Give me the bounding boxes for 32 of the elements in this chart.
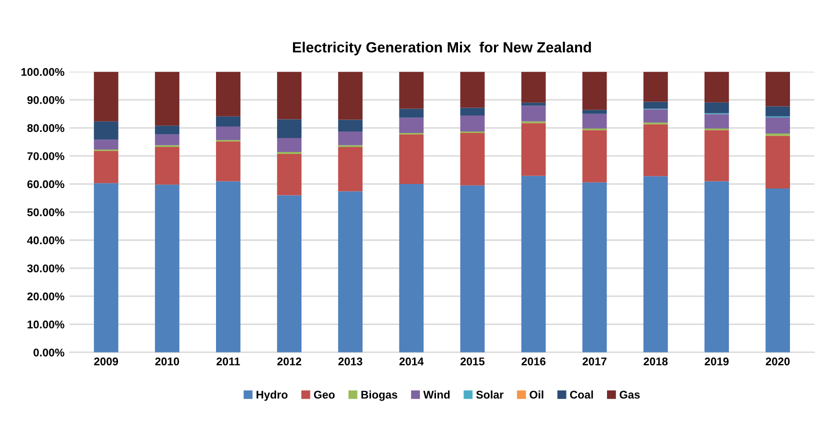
y-tick-label: 80.00% [27, 124, 64, 132]
legend-label: Coal [570, 390, 593, 399]
x-tick-label: 2015 [460, 358, 485, 366]
x-tick-label: 2011 [216, 358, 240, 366]
x-tick-label: 2010 [155, 358, 180, 366]
x-tick-label: 2012 [277, 358, 302, 366]
y-tick-label: 10.00% [28, 320, 64, 328]
legend-label: Wind [423, 390, 450, 399]
x-tick-label: 2009 [94, 358, 118, 366]
y-tick-label: 50.00% [27, 208, 64, 216]
legend-label: Biogas [361, 390, 398, 401]
y-tick-label: 30.00% [27, 264, 64, 272]
x-tick-label: 2016 [522, 358, 546, 366]
x-tick-label: 2013 [338, 358, 362, 366]
y-tick-label: 90.00% [27, 96, 64, 104]
chart-title: Electricity Generation Mix for New Zealand [292, 42, 591, 56]
y-tick-label: 20.00% [27, 292, 64, 300]
x-tick-label: 2017 [582, 358, 606, 366]
legend-label: Solar [476, 390, 504, 399]
legend-label: Gas [620, 390, 640, 399]
x-tick-label: 2014 [399, 358, 424, 366]
y-tick-label: 40.00% [27, 236, 64, 244]
x-tick-label: 2020 [766, 358, 790, 366]
y-tick-label: 100.00% [21, 68, 64, 76]
y-tick-label: 0.00% [34, 348, 64, 356]
legend-label: Oil [530, 390, 544, 399]
x-tick-label: 2019 [704, 358, 729, 366]
x-tick-label: 2018 [644, 358, 668, 366]
legend-label: Geo [314, 390, 335, 399]
legend-label: Hydro [256, 390, 288, 401]
y-tick-label: 60.00% [27, 180, 64, 188]
y-tick-label: 70.00% [27, 152, 64, 160]
